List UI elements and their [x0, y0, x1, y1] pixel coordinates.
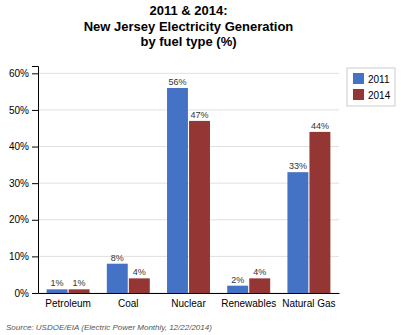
- data-label: 47%: [191, 110, 209, 120]
- y-tick-label: 40%: [9, 141, 29, 152]
- grid-line: [38, 109, 339, 110]
- bar: [47, 289, 68, 293]
- y-tick: 40%: [9, 141, 38, 152]
- data-labels: 1% 8% 56% 2% 33% 1% 4% 47% 4% 44%: [51, 77, 329, 288]
- bar: [129, 278, 150, 293]
- y-tick-label: 0%: [15, 288, 30, 299]
- y-tick: 0%: [15, 288, 38, 299]
- legend-swatch: [353, 73, 364, 84]
- legend-swatch: [353, 89, 364, 100]
- bars: [47, 88, 331, 293]
- y-tick-mark: [32, 220, 38, 221]
- x-tick-label: Natural Gas: [282, 298, 335, 309]
- x-tick-label: Renewables: [221, 298, 276, 309]
- data-label: 44%: [311, 121, 329, 131]
- data-label: 4%: [133, 267, 146, 277]
- y-tick: 10%: [9, 251, 38, 262]
- y-tick-label: 50%: [9, 105, 29, 116]
- y-tick-mark: [32, 73, 38, 74]
- x-tick: Renewables: [221, 293, 276, 309]
- data-label: 8%: [111, 253, 124, 263]
- data-label: 4%: [253, 267, 266, 277]
- bar: [107, 264, 128, 293]
- x-tick-label: Coal: [118, 298, 139, 309]
- bar: [167, 88, 188, 293]
- y-tick: 50%: [9, 105, 38, 116]
- y-tick-label: 60%: [9, 68, 29, 79]
- legend-frame: [347, 68, 395, 106]
- series: [69, 121, 331, 293]
- bar: [287, 172, 308, 293]
- bar: [69, 289, 90, 293]
- x-axis: Petroleum Coal Nuclear Renewables Natural Ga…: [39, 293, 340, 309]
- title: 2011 & 2014:New Jersey Electricity Gener…: [84, 3, 294, 49]
- data-label: 33%: [289, 161, 307, 171]
- data-label: 1%: [51, 278, 64, 288]
- x-tick-label: Nuclear: [171, 298, 206, 309]
- x-tick: Nuclear: [171, 293, 206, 309]
- plot: 0% 10% 20% 30% 40% 50% 60% Petroleum Coal Nuclear…: [9, 67, 340, 310]
- title-line: by fuel type (%): [140, 34, 236, 49]
- grid-line: [38, 73, 339, 74]
- y-tick-label: 10%: [9, 251, 29, 262]
- x-tick: Coal: [118, 293, 139, 309]
- chart: 0% 10% 20% 30% 40% 50% 60% Petroleum Coal Nuclear…: [0, 0, 401, 335]
- legend-label: 2014: [368, 90, 391, 101]
- y-axis: 0% 10% 20% 30% 40% 50% 60%: [9, 67, 39, 299]
- x-axis-line: [39, 293, 340, 294]
- legend-label: 2011: [368, 74, 390, 85]
- x-tick: Petroleum: [45, 293, 91, 309]
- data-label: 2%: [231, 275, 244, 285]
- source-note: Source: USDOE/EIA (Electric Power Monthl…: [6, 323, 212, 332]
- y-tick-mark: [32, 110, 38, 111]
- grid-line: [38, 146, 339, 147]
- title-line: 2011 & 2014:: [149, 3, 227, 18]
- bar: [227, 286, 248, 293]
- title-line: New Jersey Electricity Generation: [84, 19, 294, 34]
- x-tick: Natural Gas: [282, 293, 335, 309]
- y-tick: 60%: [9, 68, 38, 79]
- y-axis-line: [32, 67, 39, 294]
- bar: [309, 132, 330, 293]
- data-label: 1%: [73, 278, 86, 288]
- y-tick-mark: [32, 183, 38, 184]
- bar: [249, 278, 270, 293]
- y-tick: 20%: [9, 214, 38, 225]
- data-label: 56%: [168, 77, 186, 87]
- y-tick-label: 30%: [9, 178, 29, 189]
- y-tick-mark: [32, 293, 38, 294]
- grid: [38, 73, 339, 293]
- y-tick-mark: [32, 256, 38, 257]
- y-tick: 30%: [9, 178, 38, 189]
- legend: 2011 2014: [347, 68, 395, 106]
- x-tick-label: Petroleum: [45, 298, 91, 309]
- series: [47, 88, 309, 293]
- y-tick-label: 20%: [9, 214, 29, 225]
- bar: [189, 121, 210, 293]
- y-tick-mark: [32, 147, 38, 148]
